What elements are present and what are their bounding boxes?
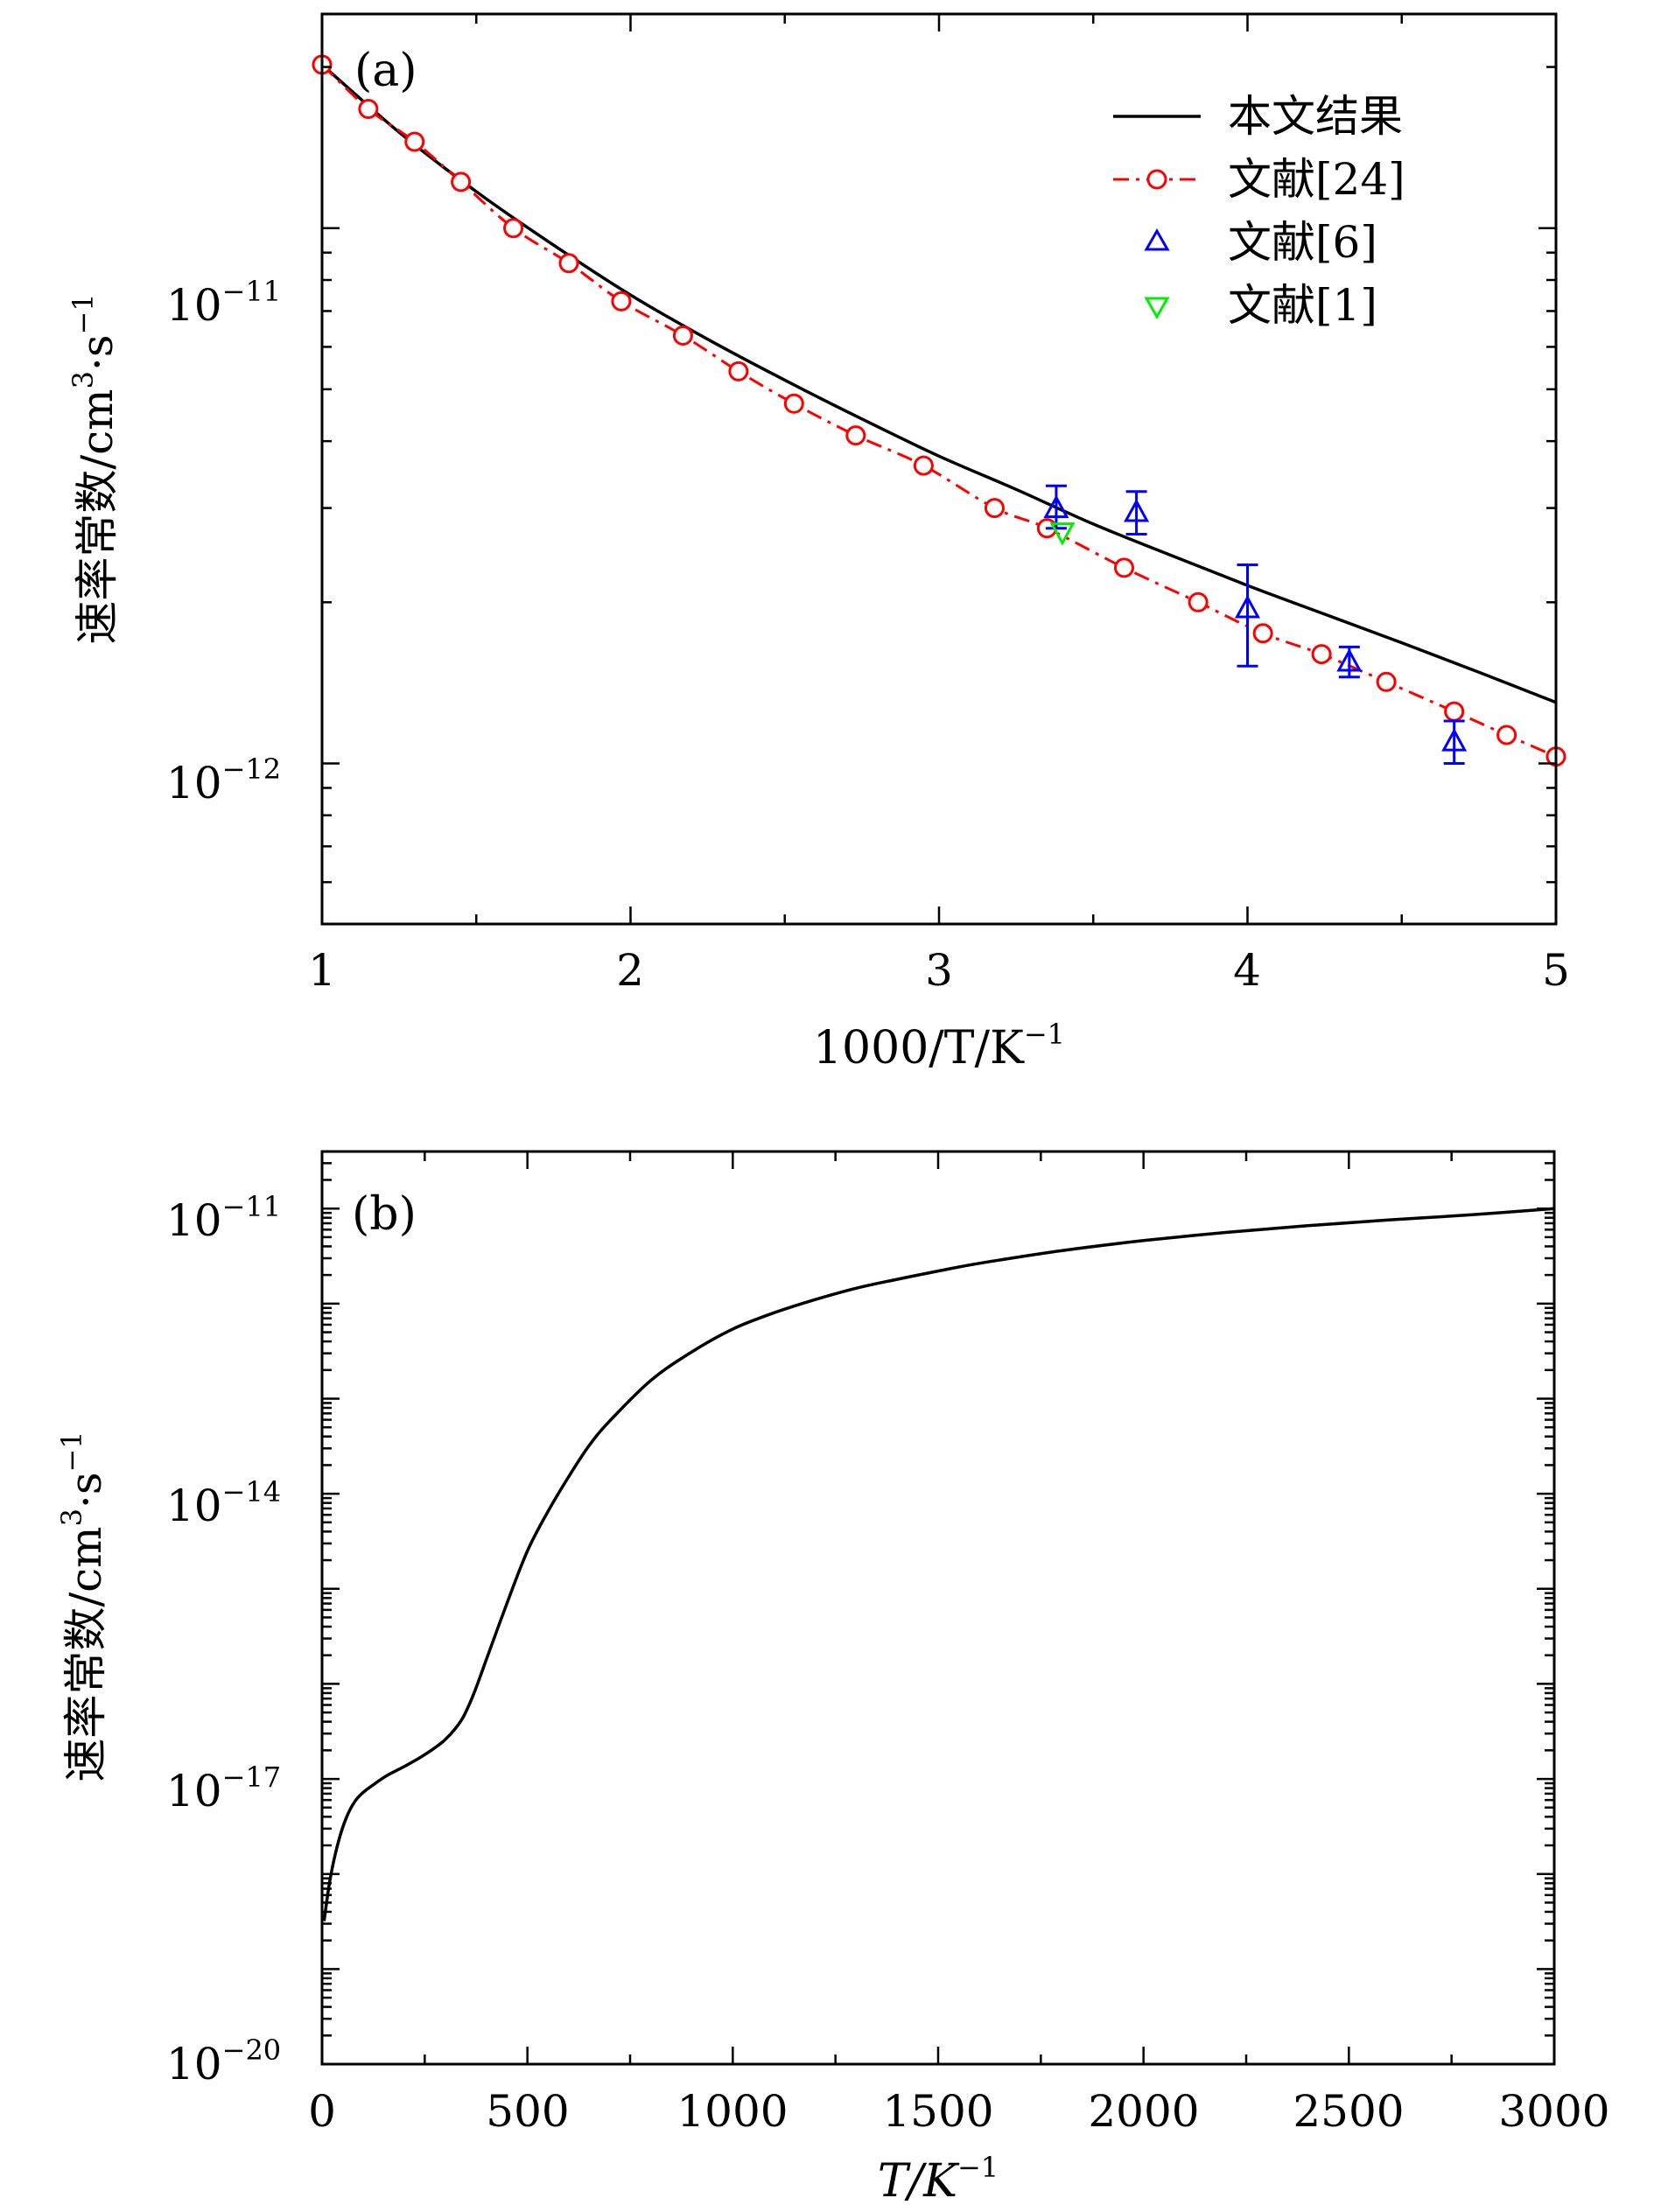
- legend-entry: 文献[1]: [1228, 280, 1377, 331]
- data-point-ref24: [1114, 557, 1134, 578]
- data-point-ref24: [1444, 701, 1465, 722]
- data-point-ref6: [1234, 594, 1261, 619]
- b-xtick-label: 500: [486, 2086, 569, 2137]
- data-point-ref24: [913, 455, 934, 476]
- b-ytick-label: 10−11: [166, 1190, 281, 1246]
- a-xtick-label: 1: [308, 945, 336, 996]
- panel-b-series: [322, 1207, 1555, 1922]
- legend-circle-marker: [1146, 169, 1167, 190]
- panel-b: (b) 0 500 1000 1500 2000 2500 3000 10−11…: [55, 1150, 1610, 2208]
- data-point-ref6: [1336, 648, 1363, 672]
- legend-entry: 文献[24]: [1228, 154, 1405, 205]
- data-point-ref6: [1124, 498, 1150, 522]
- a-ytick-label: 10−12: [166, 752, 281, 808]
- panel-b-ticks: [320, 1152, 1556, 2066]
- panel-a-label: (a): [354, 45, 417, 97]
- a-xtick-label: 2: [616, 945, 644, 996]
- panel-b-label: (b): [352, 1188, 417, 1241]
- b-y-axis-title: 速率常数/cm3·s−1: [55, 1431, 111, 1782]
- panel-a-ticks: [320, 14, 1558, 924]
- series-line-ref24: [320, 63, 1557, 758]
- data-point-ref24: [1311, 644, 1332, 665]
- a-xtick-label: 3: [925, 945, 953, 996]
- b-xtick-label: 1500: [882, 2086, 993, 2137]
- data-point-ref24: [845, 425, 866, 446]
- data-point-ref24: [672, 325, 693, 346]
- legend-entry: 本文结果: [1228, 91, 1403, 142]
- a-x-axis-title: 1000/T/K−1: [813, 1018, 1065, 1074]
- panel-a: (a) 1 2 3 4 5 10−11 10−12 1000/T/K−1 速率常…: [67, 12, 1570, 1074]
- a-xtick-label: 4: [1233, 945, 1261, 996]
- b-ytick-label: 10−20: [166, 2034, 281, 2090]
- panel-a-frame: [320, 12, 1558, 926]
- data-point-ref24: [984, 498, 1005, 519]
- b-x-axis-title: T/K−1: [878, 2151, 999, 2208]
- data-point-ref24: [783, 393, 804, 414]
- data-point-ref24: [404, 131, 425, 152]
- legend: 本文结果 文献[24] 文献[6] 文献[1]: [1113, 91, 1405, 331]
- legend-entry: 文献[6]: [1228, 217, 1377, 268]
- data-point-ref24: [728, 360, 749, 382]
- data-point-ref24: [358, 98, 379, 119]
- data-point-ref24: [1188, 592, 1209, 612]
- a-y-axis-title: 速率常数/cm3·s−1: [67, 293, 123, 644]
- series-line-rate-constant: [322, 1207, 1555, 1922]
- data-point-ref24: [1496, 724, 1517, 746]
- b-xtick-label: 0: [308, 2086, 336, 2137]
- a-xtick-label: 5: [1542, 945, 1570, 996]
- b-xtick-label: 2000: [1088, 2086, 1199, 2137]
- data-point-ref6: [1441, 728, 1468, 752]
- panel-b-frame: [320, 1150, 1556, 2066]
- legend-triangle-down-marker: [1144, 297, 1170, 320]
- data-point-ref6: [1043, 494, 1069, 519]
- data-point-ref24: [451, 172, 472, 192]
- data-point-ref24: [558, 253, 579, 274]
- b-ytick-label: 10−14: [166, 1475, 281, 1531]
- a-ytick-label: 10−11: [166, 275, 281, 331]
- b-ytick-label: 10−17: [166, 1760, 281, 1816]
- data-point-ref1: [1049, 522, 1076, 546]
- b-xtick-label: 1000: [676, 2086, 788, 2137]
- panel-a-series: [312, 54, 1566, 767]
- data-point-ref24: [611, 290, 632, 312]
- data-point-ref24: [1376, 671, 1397, 692]
- data-point-ref24: [503, 218, 524, 239]
- data-point-ref24: [1252, 623, 1273, 644]
- b-xtick-label: 3000: [1498, 2086, 1609, 2137]
- legend-triangle-up-marker: [1144, 228, 1170, 251]
- b-xtick-label: 2500: [1293, 2086, 1404, 2137]
